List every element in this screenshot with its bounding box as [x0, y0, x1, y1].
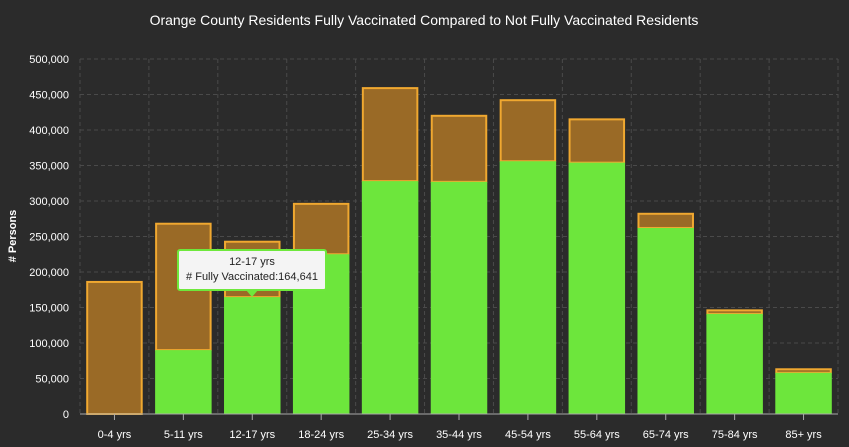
y-tick-label: 150,000 — [29, 303, 69, 315]
bar-fully-vaccinated[interactable] — [706, 313, 763, 414]
bar-not-fully-vaccinated[interactable] — [292, 202, 350, 256]
chart-title: Orange County Residents Fully Vaccinated… — [150, 12, 699, 28]
y-tick-label: 250,000 — [29, 232, 69, 244]
bar-not-fully-vaccinated[interactable] — [361, 87, 419, 183]
y-tick-label: 100,000 — [29, 338, 69, 350]
bar-not-fully-vaccinated[interactable] — [637, 212, 694, 229]
x-tick-label: 45-54 yrs — [505, 429, 551, 441]
bar-not-fully-vaccinated[interactable] — [568, 118, 626, 164]
x-tick-label: 5-11 yrs — [164, 429, 203, 441]
bar-fully-vaccinated[interactable] — [568, 162, 626, 414]
y-axis-label: # Persons — [7, 210, 19, 263]
x-tick-label: 75-84 yrs — [712, 429, 758, 441]
bar-fully-vaccinated[interactable] — [499, 161, 557, 414]
y-tick-label: 400,000 — [29, 125, 69, 137]
y-tick-label: 300,000 — [29, 196, 69, 208]
tooltip-value: 164,641 — [278, 271, 318, 283]
x-tick-label: 85+ yrs — [785, 429, 822, 441]
y-tick-label: 200,000 — [29, 267, 69, 279]
x-tick-label: 65-74 yrs — [643, 429, 689, 441]
bars — [86, 87, 832, 415]
x-tick-label: 12-17 yrs — [229, 429, 275, 441]
bar-not-fully-vaccinated[interactable] — [775, 368, 832, 374]
x-tick-label: 0-4 yrs — [98, 429, 132, 441]
y-tick-label: 50,000 — [35, 374, 69, 386]
bar-fully-vaccinated[interactable] — [155, 350, 212, 414]
y-axis-ticks: 0 50,000 100,000 150,000 200,000 250,000 300,0… — [29, 54, 69, 421]
bar-fully-vaccinated[interactable] — [224, 297, 281, 414]
bar-fully-vaccinated[interactable] — [430, 181, 488, 414]
bar-not-fully-vaccinated[interactable] — [86, 280, 143, 415]
y-tick-label: 500,000 — [29, 54, 69, 66]
y-tick-label: 350,000 — [29, 161, 69, 173]
y-tick-label: 450,000 — [29, 90, 69, 102]
tooltip-label: # Fully Vaccinated: — [186, 271, 279, 283]
bar-fully-vaccinated[interactable] — [637, 227, 694, 414]
bar-fully-vaccinated[interactable] — [361, 181, 419, 414]
bar-not-fully-vaccinated[interactable] — [430, 114, 488, 183]
bar-not-fully-vaccinated[interactable] — [499, 99, 557, 163]
x-tick-label: 18-24 yrs — [298, 429, 344, 441]
x-axis-ticks: 0-4 yrs 5-11 yrs 12-17 yrs 18-24 yrs 25-34 y… — [98, 414, 822, 441]
data-tooltip: 12-17 yrs # Fully Vaccinated:164,641 — [177, 249, 327, 297]
x-tick-label: 25-34 yrs — [367, 429, 413, 441]
tooltip-value-line: # Fully Vaccinated:164,641 — [179, 270, 325, 285]
x-tick-label: 55-64 yrs — [574, 429, 620, 441]
y-tick-label: 0 — [63, 409, 69, 421]
bar-not-fully-vaccinated[interactable] — [706, 309, 763, 315]
x-tick-label: 35-44 yrs — [436, 429, 482, 441]
tooltip-category: 12-17 yrs — [229, 256, 275, 268]
bar-fully-vaccinated[interactable] — [775, 372, 832, 414]
